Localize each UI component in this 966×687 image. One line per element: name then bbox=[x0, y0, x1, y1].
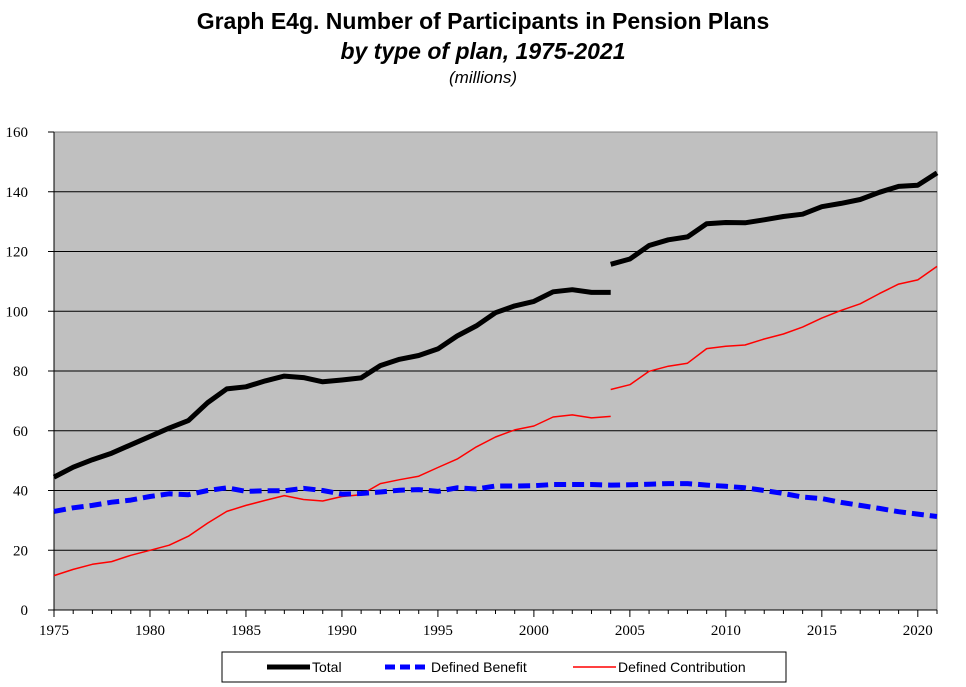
legend-label-defined-contribution: Defined Contribution bbox=[618, 659, 746, 675]
x-axis-ticks: 1975 1980 1985 1990 1995 2000 2005 2010 2015 2020 bbox=[39, 610, 938, 639]
chart-title: Graph E4g. Number of Participants in Pen… bbox=[196, 8, 770, 34]
series-line-defined-contribution-segment-1 bbox=[53, 414, 611, 577]
x-tick-label-1985: 1985 bbox=[231, 623, 261, 639]
x-tick-label-2020: 2020 bbox=[903, 623, 933, 639]
series-line-defined-contribution-segment-2 bbox=[610, 265, 938, 391]
x-tick-label-2000: 2000 bbox=[519, 623, 549, 639]
legend-box bbox=[221, 651, 787, 683]
x-tick-label-1995: 1995 bbox=[423, 623, 453, 639]
y-tick-label-0: 0 bbox=[21, 603, 29, 619]
legend-label-total: Total bbox=[312, 659, 342, 675]
series-lines bbox=[52, 170, 939, 577]
x-tick-label-1980: 1980 bbox=[135, 623, 165, 639]
y-tick-label-20: 20 bbox=[13, 543, 28, 559]
chart-units: (millions) bbox=[449, 68, 517, 87]
y-tick-label-140: 140 bbox=[6, 185, 29, 201]
y-tick-label-60: 60 bbox=[13, 424, 28, 440]
x-tick-label-1975: 1975 bbox=[39, 623, 69, 639]
legend: Total Defined Benefit Defined Contributi… bbox=[221, 651, 787, 683]
y-tick-label-100: 100 bbox=[6, 304, 29, 320]
series-line-total-segment-1 bbox=[52, 287, 611, 480]
series-line-total-segment-2 bbox=[610, 170, 939, 267]
y-tick-label-40: 40 bbox=[13, 484, 28, 500]
y-tick-label-120: 120 bbox=[6, 245, 29, 261]
x-tick-label-1990: 1990 bbox=[327, 623, 357, 639]
x-tick-label-2010: 2010 bbox=[711, 623, 741, 639]
y-axis-ticks: 0 20 40 60 80 100 120 140 160 bbox=[6, 125, 54, 619]
y-tick-label-160: 160 bbox=[6, 125, 29, 141]
chart-title-block: Graph E4g. Number of Participants in Pen… bbox=[0, 6, 966, 90]
x-tick-label-2015: 2015 bbox=[807, 623, 837, 639]
legend-label-defined-benefit: Defined Benefit bbox=[431, 659, 527, 675]
series-line-defined-benefit-segment-1 bbox=[53, 481, 938, 519]
x-tick-label-2005: 2005 bbox=[615, 623, 645, 639]
y-tick-label-80: 80 bbox=[13, 364, 28, 380]
chart-subtitle: by type of plan, 1975-2021 bbox=[340, 38, 626, 64]
